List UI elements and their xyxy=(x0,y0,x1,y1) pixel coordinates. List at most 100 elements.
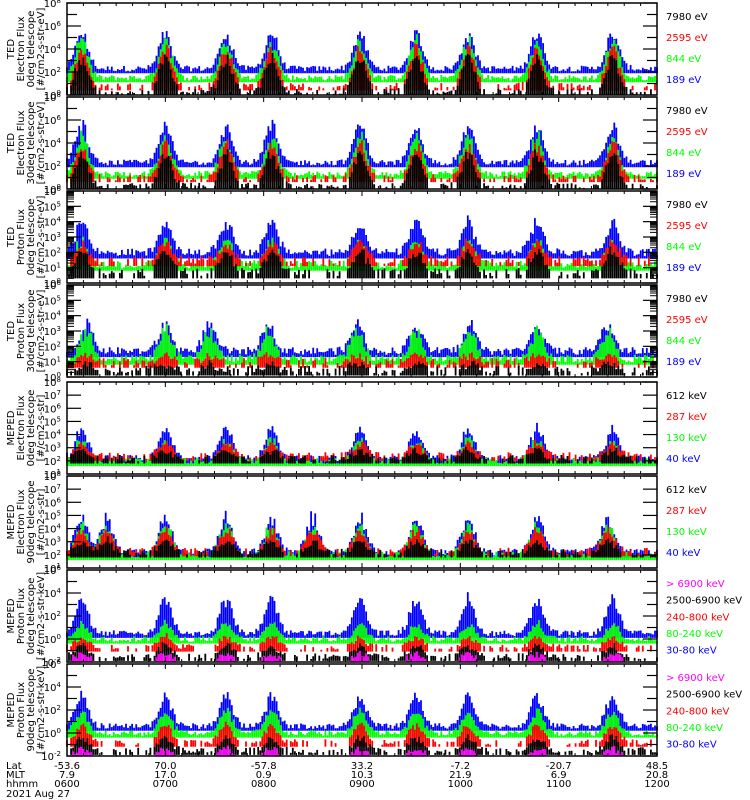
y-tick-label: 105 xyxy=(44,294,61,307)
y-tick-label: 102 xyxy=(44,704,61,717)
y-tick-label: 106 xyxy=(44,658,62,671)
y-tick-label: 102 xyxy=(44,246,61,259)
y-tick-label: 100 xyxy=(44,89,61,102)
y-tick-label: 106 xyxy=(44,114,62,127)
legend-entry: 2595 eV xyxy=(666,127,708,138)
y-tick-label: 101 xyxy=(44,262,61,275)
y-axis-label-line: TED xyxy=(6,321,17,342)
legend-entry: 844 eV xyxy=(666,54,701,65)
legend-entry: 130 keV xyxy=(666,433,707,444)
y-tick-label: 105 xyxy=(44,200,61,213)
legend-entry: 240-800 keV xyxy=(666,612,730,623)
x-tick-label-hhmm: 0800 xyxy=(251,779,276,790)
y-axis-label-line: TED xyxy=(6,133,17,154)
legend-entry: 80-240 keV xyxy=(666,723,723,734)
y-tick-label: 108 xyxy=(44,376,61,389)
series-red-trace xyxy=(70,238,650,267)
legend-entry: 844 eV xyxy=(666,242,701,253)
y-tick-label: 106 xyxy=(44,564,62,577)
y-tick-label: 106 xyxy=(44,279,62,292)
y-tick-label: 100 xyxy=(44,371,61,384)
row-label-lat: Lat xyxy=(6,761,22,772)
legend-entry: 189 eV xyxy=(666,169,701,180)
row-label-mlt: MLT xyxy=(6,770,26,781)
legend-entry: 40 keV xyxy=(666,548,700,559)
series-black-trace xyxy=(70,447,658,464)
x-tick-label-hhmm: 0600 xyxy=(54,779,79,790)
y-axis-label-line: Electron Flux xyxy=(16,395,27,460)
legend-entry: 287 keV xyxy=(666,412,707,423)
x-tick-label-lat: -53.6 xyxy=(54,761,80,772)
y-tick-label: 10-2 xyxy=(41,750,61,763)
y-axis-label-line: MEPED xyxy=(6,504,17,539)
y-axis-label-line: 30deg telescope xyxy=(26,289,37,372)
y-tick-label: 100 xyxy=(44,277,61,290)
y-tick-label: 100 xyxy=(44,183,61,196)
y-tick-label: 106 xyxy=(44,496,62,509)
x-tick-label-lat: -7.2 xyxy=(451,761,471,772)
legend-entry: 7980 eV xyxy=(666,12,708,23)
y-axis-label-line: 0deg telescope xyxy=(26,578,37,655)
x-tick-label-mlt: 7.9 xyxy=(59,770,75,781)
legend-entry: 612 keV xyxy=(666,391,707,402)
legend-entry: 2500-6900 keV xyxy=(666,690,742,701)
legend-entry: 844 eV xyxy=(666,148,701,159)
legend-entry: 2595 eV xyxy=(666,315,708,326)
y-tick-label: 102 xyxy=(44,160,61,173)
y-tick-label: 101 xyxy=(44,468,61,481)
y-tick-label: 105 xyxy=(44,509,61,522)
legend-entry: 40 keV xyxy=(666,454,700,465)
y-tick-label: 104 xyxy=(44,43,62,56)
legend-entry: 2595 eV xyxy=(666,33,708,44)
y-axis-label-line: 90deg telescope xyxy=(26,668,37,751)
x-tick-label-mlt: 10.3 xyxy=(351,770,373,781)
panel-8: 10-2 100 102 104 106 MEPED Proton Flux 90deg te… xyxy=(6,658,742,763)
y-tick-label: 106 xyxy=(44,402,62,415)
y-tick-label: 100 xyxy=(44,633,61,646)
legend-entry: > 6900 keV xyxy=(666,673,725,684)
y-tick-label: 10-2 xyxy=(41,656,61,669)
legend-entry: 7980 eV xyxy=(666,106,708,117)
y-axis-label-line: 90deg telescope xyxy=(26,480,37,563)
y-axis-label-line: MEPED xyxy=(6,692,17,727)
x-tick-label-mlt: 20.8 xyxy=(646,770,668,781)
legend-entry: 30-80 keV xyxy=(666,646,717,657)
x-tick-label-hhmm: 0700 xyxy=(153,779,178,790)
series-magenta-trace xyxy=(72,745,624,756)
y-tick-label: 103 xyxy=(44,231,61,244)
y-tick-label: 102 xyxy=(44,340,61,353)
series-black-trace xyxy=(68,642,658,661)
panel-7: 10-2 100 102 104 106 MEPED Proton Flux 0deg tel… xyxy=(6,564,742,669)
y-axis-label-line: 30deg telescope xyxy=(26,101,37,184)
legend-entry: 189 eV xyxy=(666,357,701,368)
legend-entry: 844 eV xyxy=(666,336,701,347)
x-tick-label-mlt: 0.9 xyxy=(256,770,272,781)
y-axis-label-line: Proton Flux xyxy=(16,682,27,738)
y-tick-label: 101 xyxy=(44,562,61,575)
x-tick-label-lat: 33.2 xyxy=(351,761,373,772)
legend-entry: 2595 eV xyxy=(666,221,708,232)
y-axis-label-line: Proton Flux xyxy=(16,303,27,359)
y-tick-label: 102 xyxy=(44,66,61,79)
y-tick-label: 102 xyxy=(44,549,61,562)
y-axis-label-line: 0deg telescope xyxy=(26,11,37,88)
panel-3: 100 101 102 103 104 105 106 TED Proton Flux 0deg … xyxy=(6,185,708,290)
legend-entry: 240-800 keV xyxy=(666,706,730,717)
y-tick-label: 107 xyxy=(44,389,61,402)
legend-entry: 189 eV xyxy=(666,75,701,86)
x-tick-label-hhmm: 1100 xyxy=(546,779,571,790)
series-green-trace xyxy=(66,323,658,365)
y-tick-label: 106 xyxy=(44,20,62,33)
x-tick-label-lat: 70.0 xyxy=(154,761,176,772)
x-tick-label-lat: -20.7 xyxy=(546,761,572,772)
x-tick-label-hhmm: 0900 xyxy=(349,779,374,790)
y-tick-label: 102 xyxy=(44,610,61,623)
row-label-hhmm: hhmm xyxy=(6,779,38,790)
y-axis-label-line: MEPED xyxy=(6,410,17,445)
x-tick-label-mlt: 17.0 xyxy=(154,770,176,781)
y-axis-label-line: [#/cm2-s-str-eV] xyxy=(36,102,47,185)
y-tick-label: 104 xyxy=(44,681,62,694)
